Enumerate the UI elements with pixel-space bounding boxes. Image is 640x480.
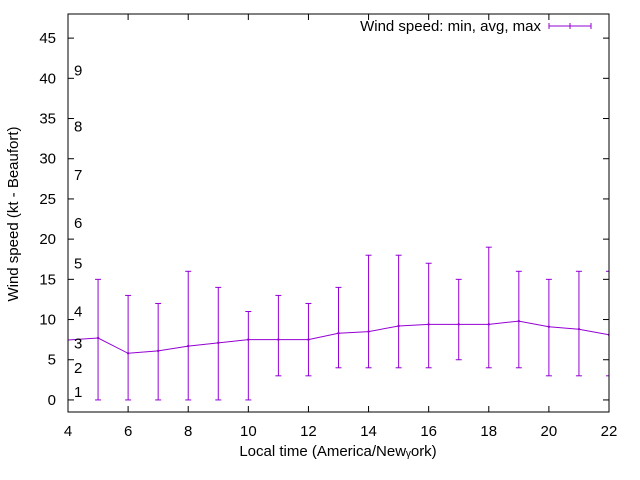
avg-point bbox=[307, 338, 310, 341]
avg-point bbox=[577, 327, 581, 331]
avg-point bbox=[427, 323, 430, 326]
error-bar bbox=[215, 286, 222, 401]
plot-frame bbox=[67, 13, 610, 413]
error-bar bbox=[365, 254, 372, 369]
beaufort-label: 7 bbox=[74, 167, 82, 184]
error-bar bbox=[95, 278, 102, 401]
error-bar bbox=[275, 294, 282, 377]
beaufort-label: 4 bbox=[74, 303, 82, 320]
y-tick-label: 15 bbox=[39, 271, 56, 288]
x-tick-label: 4 bbox=[64, 423, 72, 440]
error-bar bbox=[335, 286, 342, 369]
avg-point bbox=[397, 324, 400, 328]
x-tick-label: 6 bbox=[124, 423, 132, 440]
error-bar bbox=[455, 278, 462, 361]
avg-point bbox=[277, 338, 280, 341]
error-bar bbox=[305, 302, 312, 377]
x-tick-label: 22 bbox=[601, 423, 618, 440]
avg-point bbox=[517, 319, 521, 323]
error-bar bbox=[575, 270, 582, 377]
legend-label: Wind speed: min, avg, max bbox=[360, 18, 541, 35]
legend-sample bbox=[548, 23, 592, 29]
avg-point bbox=[217, 341, 220, 345]
text-layer: Local time (America/Newᵧork) Wind speed … bbox=[5, 18, 617, 460]
y-tick-label: 25 bbox=[39, 191, 56, 208]
data-layer bbox=[35, 246, 609, 401]
axes-layer bbox=[67, 13, 610, 413]
y-tick-label: 40 bbox=[39, 70, 56, 87]
x-tick-label: 10 bbox=[240, 423, 257, 440]
x-tick-label: 20 bbox=[541, 423, 558, 440]
avg-point bbox=[367, 330, 370, 333]
error-bar bbox=[545, 278, 552, 377]
x-tick-label: 8 bbox=[184, 423, 192, 440]
avg-point bbox=[187, 344, 190, 348]
y-tick-label: 45 bbox=[39, 30, 56, 47]
x-tick-label: 16 bbox=[420, 423, 437, 440]
avg-point bbox=[126, 352, 130, 355]
x-tick-label: 14 bbox=[360, 423, 377, 440]
x-axis-title: Local time (America/Newᵧork) bbox=[239, 443, 436, 460]
y-tick-label: 30 bbox=[39, 151, 56, 168]
avg-point bbox=[96, 336, 100, 340]
beaufort-label: 9 bbox=[74, 62, 82, 79]
error-bar bbox=[485, 246, 492, 369]
avg-point bbox=[247, 338, 250, 341]
avg-point bbox=[487, 323, 490, 326]
error-bar bbox=[395, 254, 402, 369]
beaufort-label: 5 bbox=[74, 255, 82, 272]
avg-point bbox=[156, 349, 160, 353]
y-axis-title: Wind speed (kt - Beaufort) bbox=[5, 126, 22, 301]
error-bar bbox=[425, 262, 432, 369]
error-bar bbox=[245, 310, 252, 401]
beaufort-label: 8 bbox=[74, 119, 82, 136]
beaufort-label: 1 bbox=[74, 384, 82, 401]
error-bar bbox=[125, 294, 132, 401]
avg-point bbox=[337, 332, 340, 335]
error-bar bbox=[185, 270, 192, 401]
avg-point bbox=[547, 325, 551, 328]
beaufort-label: 6 bbox=[74, 215, 82, 232]
y-tick-label: 35 bbox=[39, 111, 56, 128]
x-tick-label: 12 bbox=[300, 423, 317, 440]
x-tick-label: 18 bbox=[480, 423, 497, 440]
avg-point bbox=[37, 341, 39, 343]
beaufort-label: 3 bbox=[74, 336, 82, 353]
avg-point bbox=[457, 323, 460, 326]
error-bar bbox=[515, 270, 522, 369]
beaufort-label: 2 bbox=[74, 360, 82, 377]
y-tick-label: 20 bbox=[39, 231, 56, 248]
y-tick-label: 0 bbox=[48, 392, 56, 409]
error-bar bbox=[35, 279, 41, 400]
avg-line bbox=[68, 320, 609, 354]
y-tick-label: 10 bbox=[39, 312, 56, 329]
error-bar bbox=[155, 302, 162, 401]
y-tick-label: 5 bbox=[48, 352, 56, 369]
